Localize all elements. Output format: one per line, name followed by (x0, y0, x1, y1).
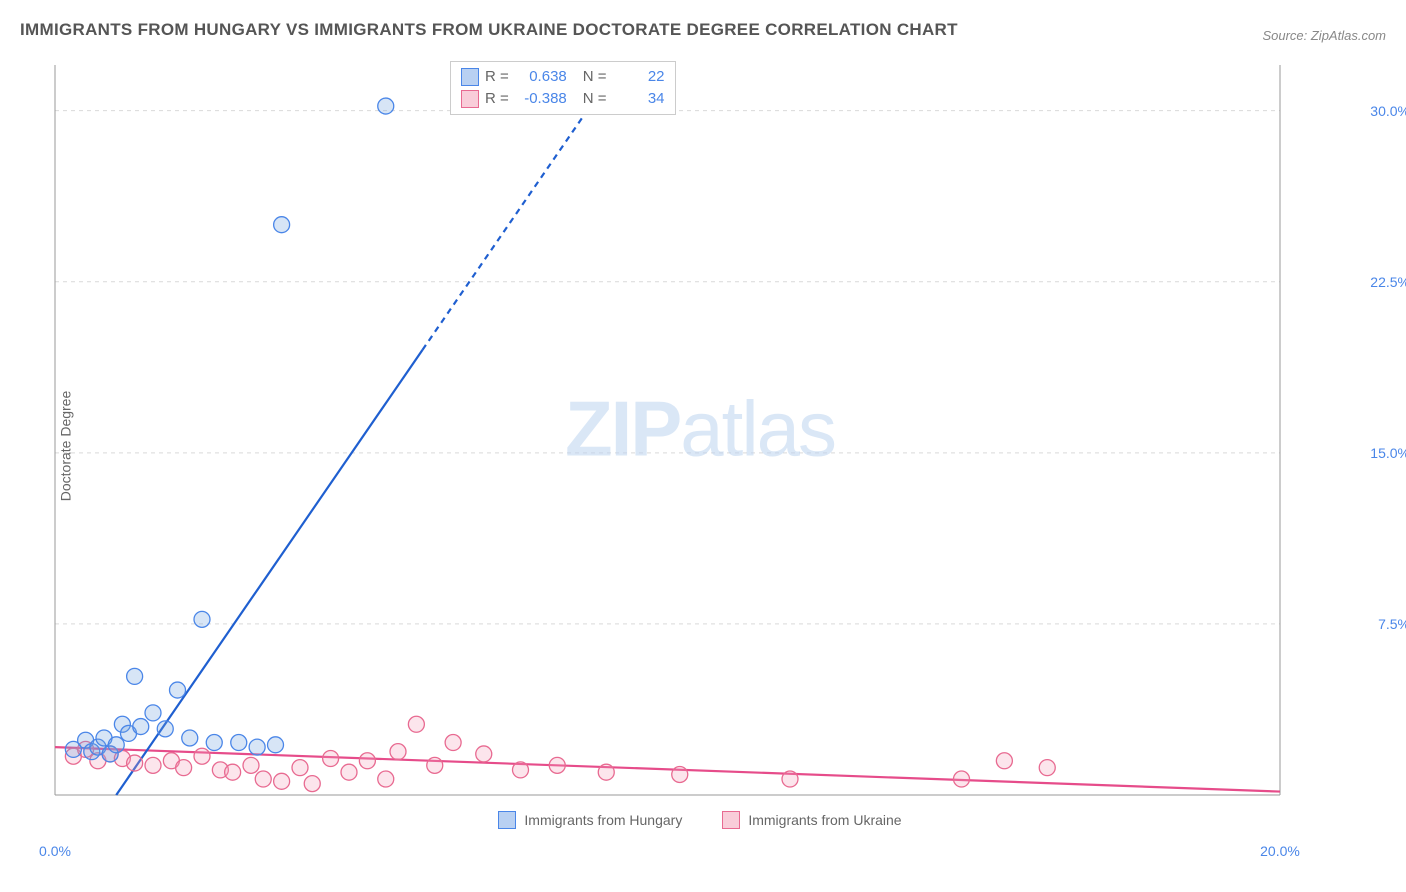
x-tick-label: 20.0% (1260, 843, 1300, 859)
scatter-plot: ZIPatlas R = 0.638 N = 22 R = -0.388 N =… (50, 55, 1350, 835)
x-tick-label: 0.0% (39, 843, 71, 859)
ukraine-r-value: -0.388 (515, 88, 567, 110)
ukraine-n-value: 34 (613, 88, 665, 110)
legend-label-hungary: Immigrants from Hungary (524, 812, 682, 828)
chart-title: IMMIGRANTS FROM HUNGARY VS IMMIGRANTS FR… (20, 20, 958, 40)
stats-legend-box: R = 0.638 N = 22 R = -0.388 N = 34 (450, 61, 676, 115)
stats-row-ukraine: R = -0.388 N = 34 (461, 88, 665, 110)
y-tick-label: 30.0% (1370, 103, 1406, 119)
hungary-r-value: 0.638 (515, 66, 567, 88)
r-label: R = (485, 88, 509, 110)
bottom-legend: Immigrants from Hungary Immigrants from … (50, 811, 1350, 829)
hungary-n-value: 22 (613, 66, 665, 88)
y-tick-label: 7.5% (1378, 616, 1406, 632)
legend-label-ukraine: Immigrants from Ukraine (748, 812, 901, 828)
hungary-swatch-icon (461, 68, 479, 86)
legend-item-hungary: Immigrants from Hungary (498, 811, 682, 829)
y-tick-label: 22.5% (1370, 274, 1406, 290)
hungary-swatch-icon (498, 811, 516, 829)
source-label: Source: ZipAtlas.com (1262, 28, 1386, 43)
legend-item-ukraine: Immigrants from Ukraine (722, 811, 901, 829)
r-label: R = (485, 66, 509, 88)
ukraine-swatch-icon (722, 811, 740, 829)
ukraine-swatch-icon (461, 90, 479, 108)
n-label: N = (583, 88, 607, 110)
stats-row-hungary: R = 0.638 N = 22 (461, 66, 665, 88)
y-tick-label: 15.0% (1370, 445, 1406, 461)
n-label: N = (583, 66, 607, 88)
